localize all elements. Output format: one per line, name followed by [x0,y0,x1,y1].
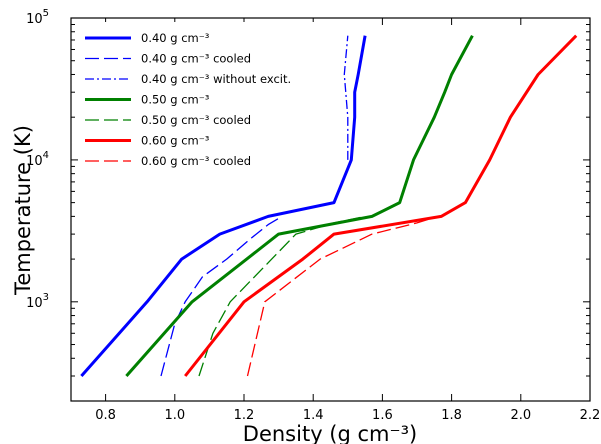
x-tick-label-1: 1.0 [164,408,185,423]
x-tick-label-0: 0.8 [95,408,116,423]
x-tick-label-7: 2.2 [580,408,601,423]
legend-label-6: 0.60 g cm⁻³ cooled [141,154,251,168]
legend-label-4: 0.50 g cm⁻³ cooled [141,113,251,127]
series-line-5 [184,34,578,377]
legend-label-1: 0.40 g cm⁻³ cooled [141,52,251,66]
series-line-0 [80,35,367,377]
legend-label-0: 0.40 g cm⁻³ [141,31,210,45]
series-line-4 [198,215,366,377]
x-tick-label-6: 2.0 [510,408,531,423]
legend-label-5: 0.60 g cm⁻³ [141,134,210,148]
series-layer [80,34,578,377]
plot-frame [70,17,591,402]
x-axis-label: Density (g cm⁻³) [243,422,417,444]
legend-background [78,22,334,182]
x-tick-label-4: 1.6 [372,408,393,423]
legend-label-2: 0.40 g cm⁻³ without excit. [141,72,291,86]
legend: 0.40 g cm⁻³ 0.40 g cm⁻³ cooled 0.40 g cm⁻³… [78,22,334,182]
series-line-2 [343,35,349,160]
x-tick-label-5: 1.8 [441,408,462,423]
x-tick-label-3: 1.4 [303,408,324,423]
series-line-6 [246,215,438,377]
y-axis-label: Temperature (K) [11,125,35,296]
legend-label-3: 0.50 g cm⁻³ [141,93,210,107]
x-tick-label-2: 1.2 [234,408,255,423]
series-line-3 [125,34,474,377]
